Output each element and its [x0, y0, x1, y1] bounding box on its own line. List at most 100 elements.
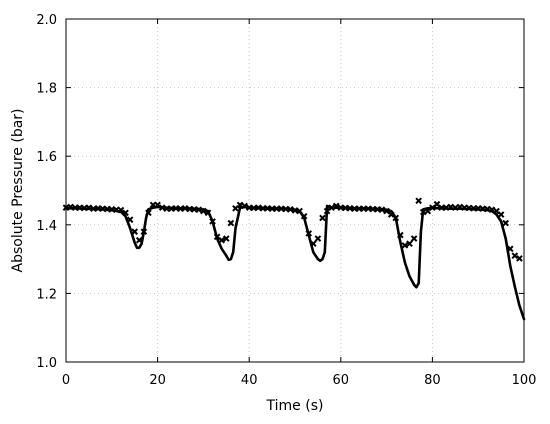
- measured-data-point: [392, 214, 400, 222]
- marker-center: [389, 213, 393, 216]
- marker-center: [307, 232, 310, 235]
- measured-data-point: [154, 201, 161, 209]
- marker-center: [179, 207, 182, 210]
- measured-data-point: [332, 202, 340, 210]
- marker-center: [316, 237, 320, 240]
- measured-data-point: [305, 230, 313, 237]
- marker-center: [499, 213, 503, 216]
- marker-center: [261, 207, 265, 210]
- marker-center: [357, 207, 361, 210]
- marker-center: [394, 216, 397, 220]
- measured-data-point: [497, 211, 505, 218]
- marker-center: [257, 206, 260, 209]
- marker-center: [252, 206, 255, 210]
- marker-center: [518, 257, 521, 260]
- marker-center: [270, 207, 274, 210]
- marker-center: [385, 209, 388, 213]
- y-tick-label: 1.2: [36, 287, 57, 302]
- measured-data-point: [117, 206, 125, 214]
- marker-center: [353, 207, 356, 210]
- marker-center: [321, 216, 324, 220]
- measured-data-point: [378, 206, 386, 214]
- measured-data-point: [415, 197, 422, 205]
- y-tick-label: 1.6: [36, 150, 57, 165]
- marker-center: [454, 206, 457, 209]
- marker-center: [477, 207, 480, 210]
- measured-data-point: [126, 216, 134, 223]
- marker-center: [142, 230, 146, 233]
- marker-center: [160, 206, 164, 209]
- measured-data-point: [209, 218, 216, 225]
- data-series: [62, 197, 526, 321]
- measured-data-point: [410, 235, 418, 242]
- measured-data-point: [291, 207, 299, 214]
- marker-center: [96, 207, 100, 210]
- measured-data-point: [419, 208, 427, 216]
- measured-data-point: [484, 205, 491, 213]
- x-tick-label: 0: [62, 373, 70, 388]
- marker-center: [106, 207, 109, 211]
- marker-center: [376, 208, 379, 211]
- marker-center: [399, 233, 402, 237]
- measured-data-point: [135, 236, 143, 244]
- measured-data-point: [145, 209, 152, 217]
- marker-center: [495, 209, 498, 213]
- marker-center: [119, 208, 123, 212]
- measured-data-point: [319, 214, 326, 222]
- marker-center: [362, 207, 365, 210]
- measured-data-point: [255, 204, 262, 211]
- plot-frame: [65, 18, 525, 363]
- marker-center: [431, 206, 434, 209]
- measured-data-point: [67, 203, 74, 211]
- marker-center: [211, 220, 214, 223]
- marker-center: [115, 208, 118, 211]
- marker-center: [440, 206, 443, 209]
- marker-center: [293, 209, 297, 212]
- measured-data-point: [236, 201, 244, 209]
- marker-center: [133, 230, 136, 233]
- marker-center: [215, 235, 219, 239]
- measured-data-point: [328, 204, 335, 211]
- marker-center: [165, 207, 168, 210]
- marker-center: [206, 211, 210, 214]
- measured-data-point: [131, 228, 139, 235]
- measured-data-point: [227, 219, 235, 227]
- marker-center: [380, 208, 384, 211]
- measured-data-point: [397, 231, 404, 239]
- marker-center: [220, 239, 223, 242]
- marker-center: [138, 239, 141, 242]
- marker-center: [234, 207, 237, 210]
- marker-center: [92, 207, 95, 210]
- grid-lines: [66, 19, 524, 362]
- marker-center: [509, 247, 512, 251]
- marker-center: [302, 215, 306, 218]
- measured-data-point: [502, 219, 509, 227]
- marker-center: [449, 205, 452, 209]
- marker-center: [412, 237, 416, 240]
- x-tick-label: 80: [424, 373, 441, 388]
- marker-center: [435, 203, 439, 206]
- marker-center: [289, 208, 292, 211]
- measured-data-point: [511, 252, 519, 259]
- measured-data-point: [442, 204, 450, 211]
- marker-center: [486, 207, 489, 211]
- y-tick-label: 2.0: [36, 13, 57, 28]
- marker-center: [78, 206, 81, 209]
- marker-center: [183, 207, 187, 210]
- marker-center: [73, 206, 77, 209]
- marker-center: [174, 207, 178, 210]
- marker-center: [229, 221, 233, 225]
- marker-center: [69, 205, 72, 209]
- axis-ticks: 0 20 40 60 80 100 1.0 1.2 1.4 1.6 1.8 2.0: [36, 13, 536, 388]
- marker-center: [248, 206, 251, 209]
- x-tick-label: 40: [241, 373, 258, 388]
- marker-center: [284, 207, 288, 211]
- marker-center: [280, 207, 283, 210]
- marker-center: [408, 242, 411, 245]
- marker-center: [312, 242, 315, 245]
- marker-center: [422, 210, 425, 214]
- marker-center: [202, 209, 205, 213]
- marker-center: [371, 207, 375, 211]
